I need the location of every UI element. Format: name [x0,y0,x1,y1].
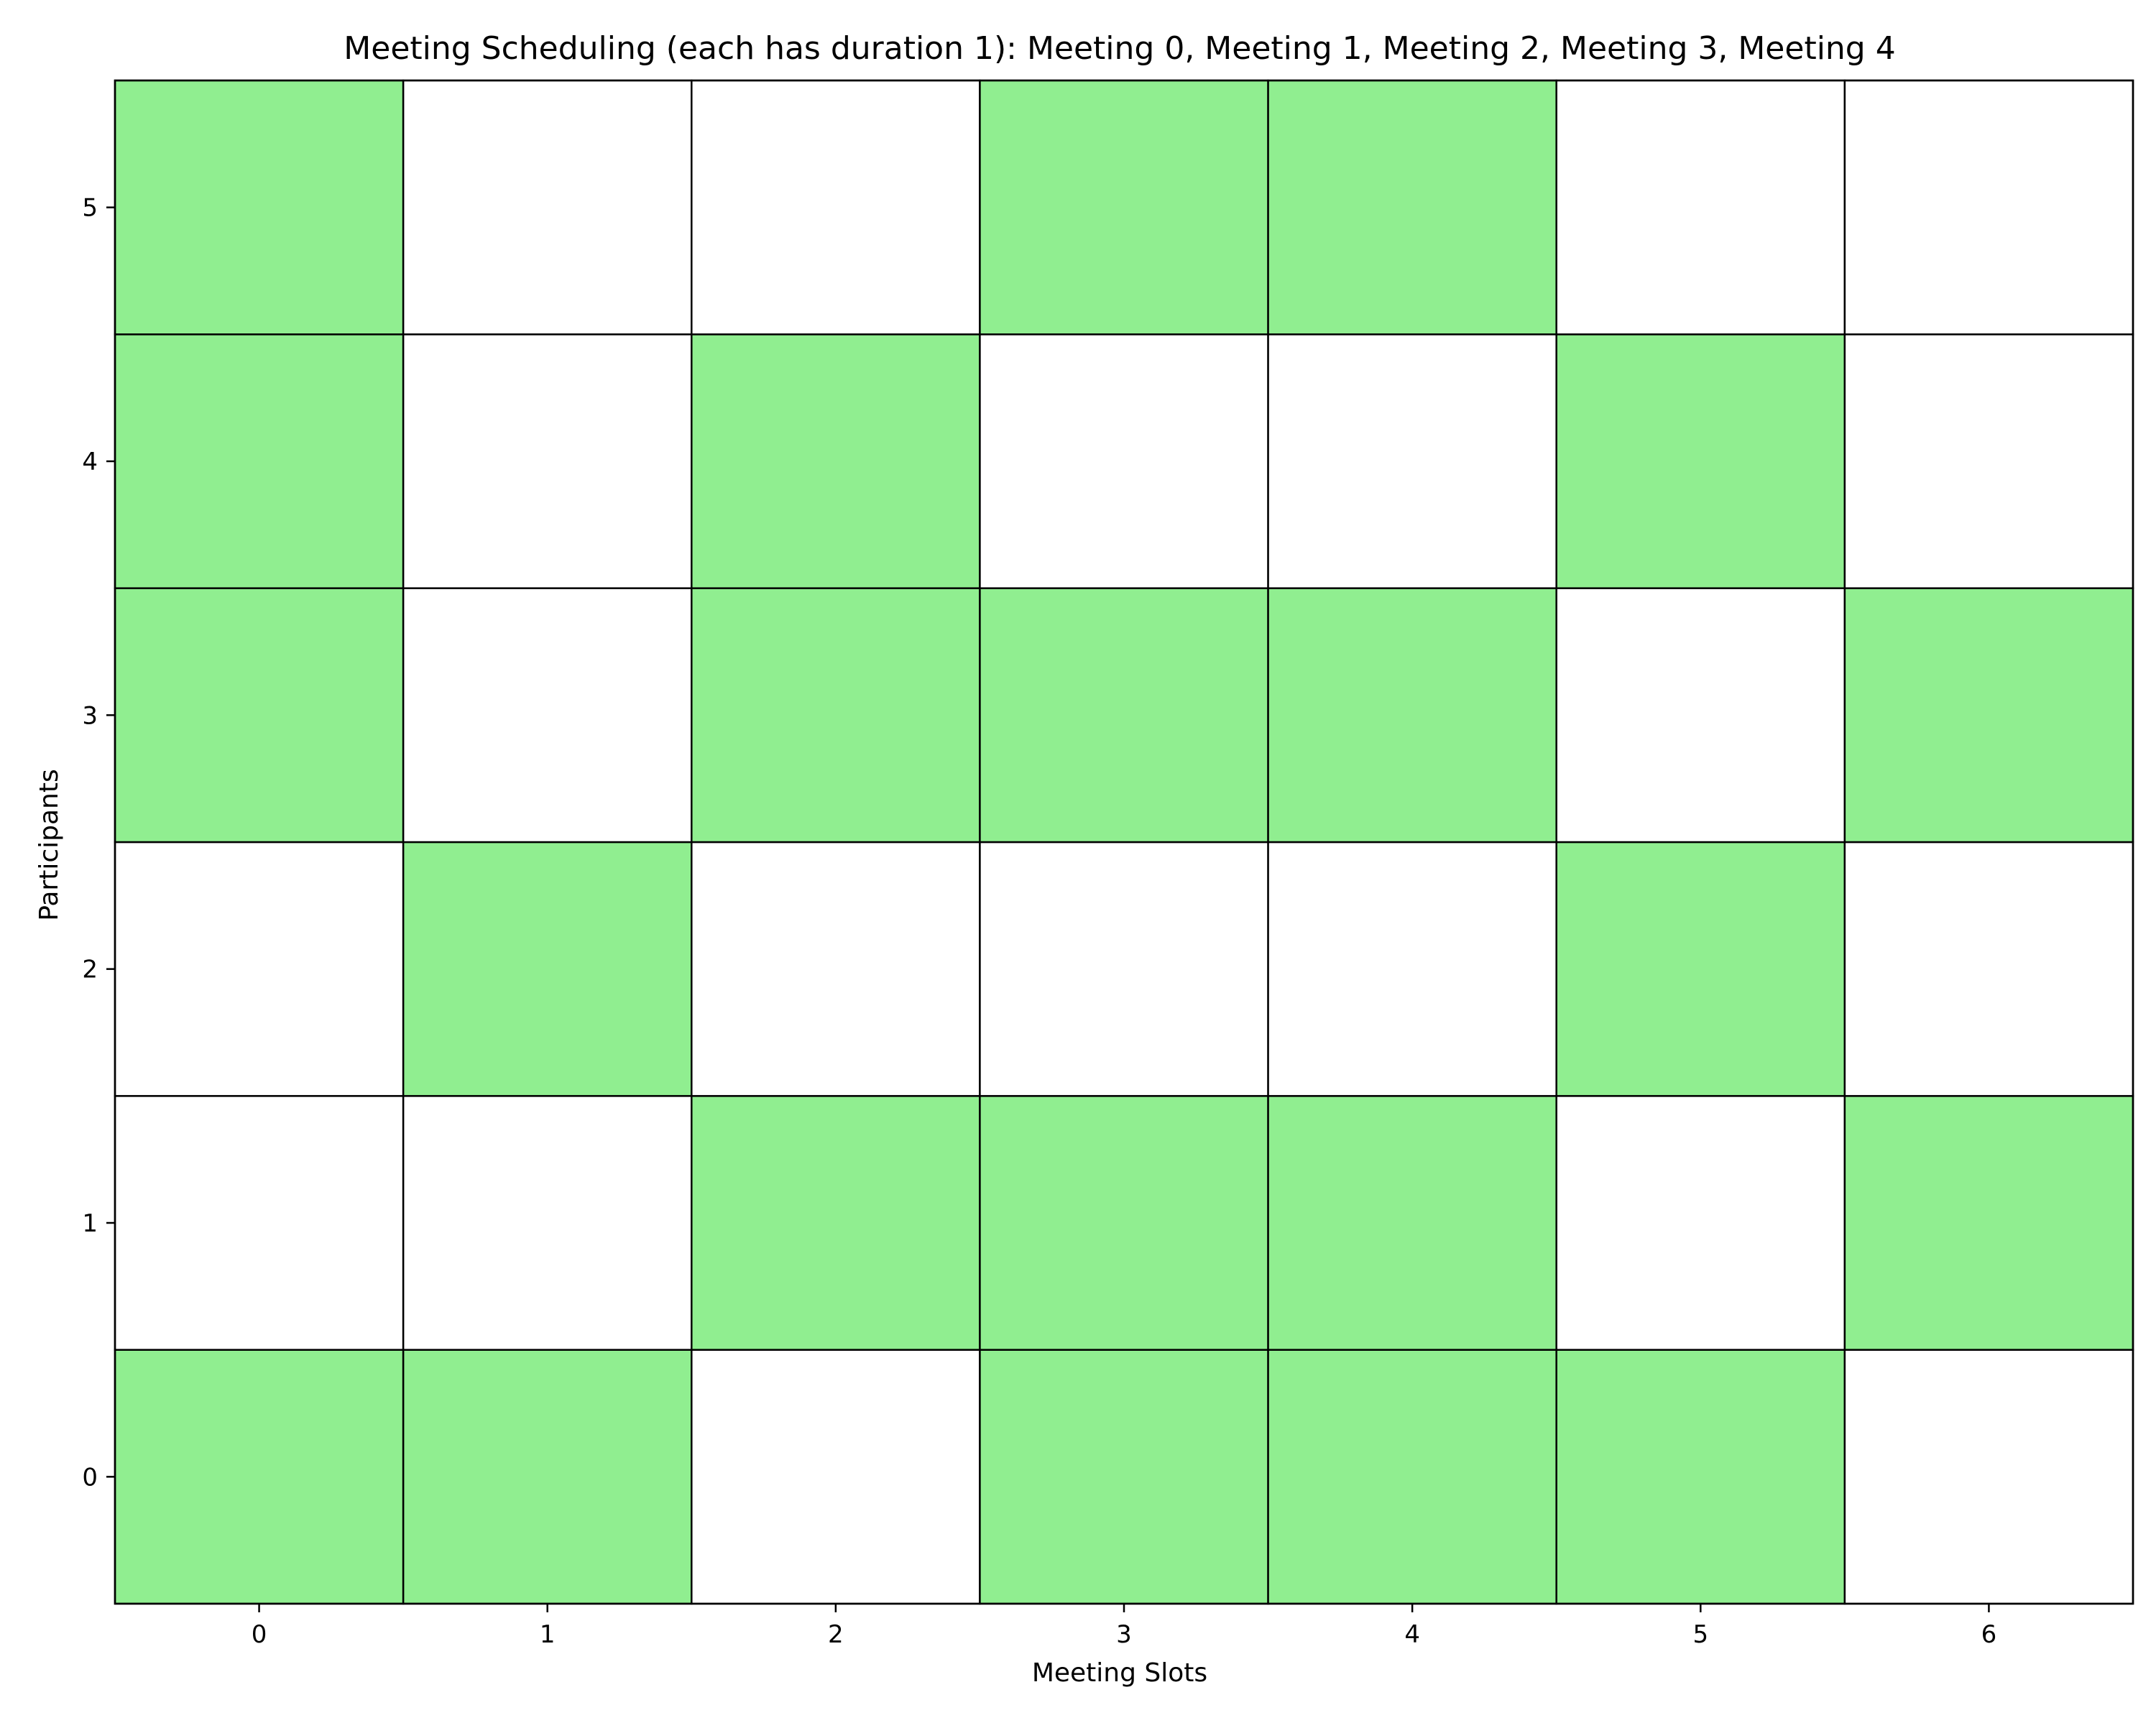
cell-participant-0-slot-3 [979,1349,1269,1605]
y-tick-label-4: 4 [82,448,98,476]
cell-participant-5-slot-3 [979,79,1269,336]
cell-participant-3-slot-6 [1843,587,2134,844]
cell-participant-0-slot-2 [691,1349,981,1605]
cell-participant-0-slot-4 [1267,1349,1557,1605]
cell-participant-1-slot-3 [979,1095,1269,1351]
cell-participant-0-slot-0 [114,1349,405,1605]
cell-participant-4-slot-6 [1843,333,2134,589]
cell-participant-5-slot-6 [1843,79,2134,336]
x-tick-label-0: 0 [252,1620,267,1649]
chart-title: Meeting Scheduling (each has duration 1)… [344,30,1895,67]
x-tick-label-6: 6 [1981,1620,1997,1649]
cell-participant-3-slot-1 [402,587,693,844]
cell-participant-0-slot-1 [402,1349,693,1605]
y-tick-label-2: 2 [82,956,98,984]
cell-participant-2-slot-1 [402,841,693,1097]
cell-participant-5-slot-0 [114,79,405,336]
x-tick-label-2: 2 [828,1620,844,1649]
cell-participant-4-slot-3 [979,333,1269,589]
y-tick-label-1: 1 [82,1209,98,1238]
cell-participant-1-slot-1 [402,1095,693,1351]
cell-participant-5-slot-4 [1267,79,1557,336]
cell-participant-1-slot-0 [114,1095,405,1351]
cell-participant-0-slot-6 [1843,1349,2134,1605]
cell-participant-1-slot-4 [1267,1095,1557,1351]
cell-participant-4-slot-0 [114,333,405,589]
cell-participant-2-slot-6 [1843,841,2134,1097]
y-axis-label: Participants [34,769,64,920]
x-tick-label-5: 5 [1692,1620,1708,1649]
axis-ticks: 0 1 2 3 4 5 6 0 1 2 3 4 5 [82,194,1996,1649]
cell-participant-1-slot-6 [1843,1095,2134,1351]
cell-participant-3-slot-3 [979,587,1269,844]
cell-participant-5-slot-5 [1555,79,1846,336]
cell-participant-4-slot-5 [1555,333,1846,589]
y-tick-label-5: 5 [82,194,98,223]
y-tick-label-3: 3 [82,701,98,730]
cell-participant-4-slot-1 [402,333,693,589]
cell-participant-2-slot-3 [979,841,1269,1097]
cell-participant-2-slot-2 [691,841,981,1097]
cell-participant-2-slot-5 [1555,841,1846,1097]
cell-participant-4-slot-2 [691,333,981,589]
cell-participant-0-slot-5 [1555,1349,1846,1605]
cell-participant-3-slot-0 [114,587,405,844]
cell-participant-1-slot-2 [691,1095,981,1351]
heatmap-cells [114,79,2134,1605]
cell-participant-2-slot-4 [1267,841,1557,1097]
cell-participant-4-slot-4 [1267,333,1557,589]
x-tick-label-1: 1 [540,1620,556,1649]
y-tick-label-0: 0 [82,1463,98,1492]
cell-participant-1-slot-5 [1555,1095,1846,1351]
cell-participant-3-slot-4 [1267,587,1557,844]
cell-participant-3-slot-5 [1555,587,1846,844]
cell-participant-2-slot-0 [114,841,405,1097]
cell-participant-5-slot-1 [402,79,693,336]
x-tick-label-4: 4 [1404,1620,1420,1649]
cell-participant-3-slot-2 [691,587,981,844]
plot-frame [114,79,2134,1605]
cell-participant-5-slot-2 [691,79,981,336]
x-tick-label-3: 3 [1116,1620,1132,1649]
x-axis-label: Meeting Slots [1032,1658,1207,1688]
